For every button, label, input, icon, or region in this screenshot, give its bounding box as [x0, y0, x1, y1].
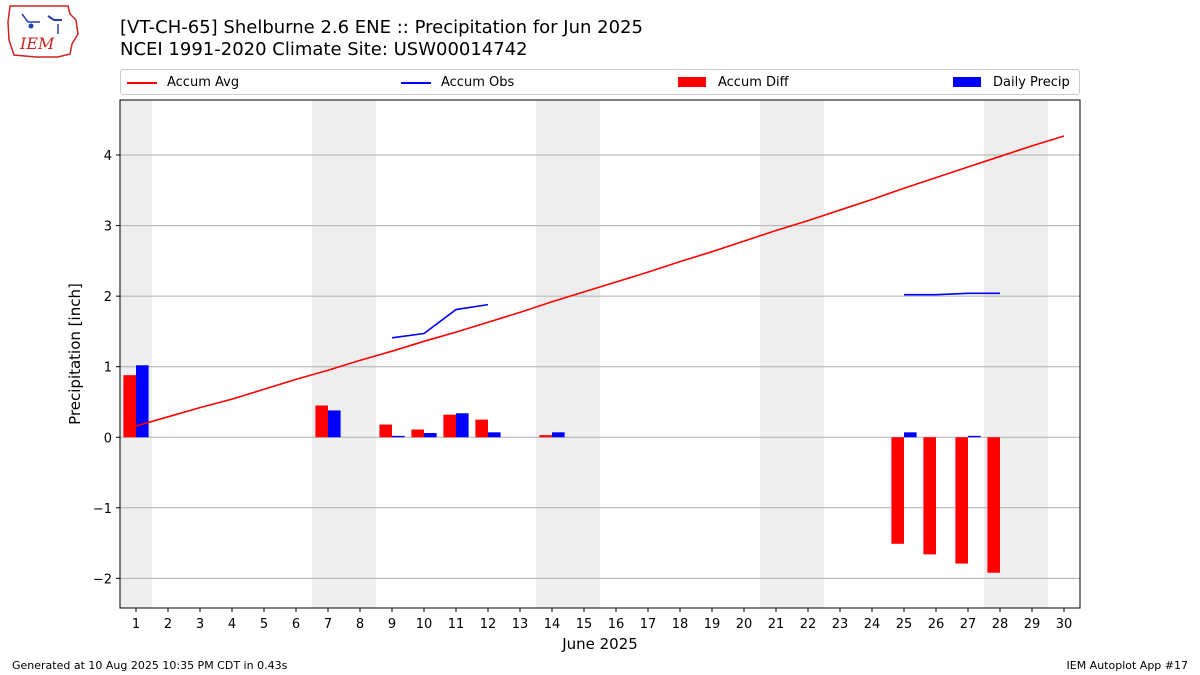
x-tick-label: 1	[132, 617, 140, 632]
x-tick-label: 9	[388, 617, 396, 632]
y-tick-label: 3	[104, 220, 112, 235]
x-tick-label: 11	[448, 617, 465, 632]
accum-diff-bar	[475, 419, 488, 438]
x-tick-label: 2	[164, 617, 172, 632]
accum-diff-bar	[411, 429, 424, 438]
x-axis-label: June 2025	[561, 635, 638, 653]
legend-label: Accum Diff	[718, 75, 789, 90]
accum-avg-line	[135, 135, 1065, 427]
weekend-shade	[760, 100, 824, 608]
x-tick-label: 7	[324, 617, 332, 632]
chart-legend: Accum Avg Accum Obs Accum Diff Daily Pre…	[120, 69, 1080, 95]
x-tick-label: 14	[544, 617, 561, 632]
x-tick-label: 16	[608, 617, 625, 632]
x-tick-label: 21	[768, 617, 785, 632]
accum-diff-bar	[539, 435, 552, 438]
x-tick-label: 12	[480, 617, 497, 632]
y-tick-label: 0	[104, 431, 112, 446]
x-tick-label: 17	[640, 617, 657, 632]
accum-obs-line	[904, 292, 1000, 296]
accum-diff-bar	[891, 437, 904, 544]
y-axis-label: Precipitation [inch]	[66, 283, 84, 425]
accum-diff-bar	[379, 424, 392, 438]
x-tick-label: 8	[356, 617, 364, 632]
chart-title: [VT-CH-65] Shelburne 2.6 ENE :: Precipit…	[120, 17, 643, 38]
weekend-shade	[312, 100, 376, 608]
legend-label: Daily Precip	[993, 75, 1070, 90]
legend-swatch	[678, 77, 706, 87]
daily-precip-bar	[424, 433, 437, 438]
x-tick-label: 28	[992, 617, 1009, 632]
x-tick-label: 3	[196, 617, 204, 632]
accum-diff-bar	[955, 437, 968, 564]
x-tick-label: 19	[704, 617, 721, 632]
y-tick-label: −1	[93, 502, 112, 517]
x-tick-label: 30	[1056, 617, 1073, 632]
x-tick-label: 23	[832, 617, 849, 632]
iem-logo: IEM	[7, 5, 79, 58]
accum-obs-line	[391, 303, 489, 339]
legend-label: Accum Obs	[441, 75, 515, 90]
x-tick-label: 15	[576, 617, 593, 632]
chart-subtitle: NCEI 1991-2020 Climate Site: USW00014742	[120, 39, 528, 60]
legend-swatch	[401, 82, 431, 84]
x-tick-label: 26	[928, 617, 945, 632]
daily-precip-bar	[904, 432, 917, 438]
x-tick-label: 20	[736, 617, 753, 632]
weekend-shade	[120, 100, 152, 608]
x-tick-label: 10	[416, 617, 433, 632]
accum-diff-bar	[315, 405, 328, 438]
daily-precip-bar	[488, 432, 501, 438]
accum-diff-bar	[987, 437, 1000, 573]
y-tick-label: 1	[104, 361, 112, 376]
app-credit: IEM Autoplot App #17	[1066, 659, 1189, 672]
x-tick-label: 4	[228, 617, 236, 632]
accum-diff-bar	[443, 414, 456, 438]
y-tick-label: −2	[93, 572, 112, 587]
y-tick-label: 2	[104, 290, 112, 305]
legend-swatch	[953, 77, 981, 87]
x-tick-label: 29	[1024, 617, 1041, 632]
x-tick-label: 22	[800, 617, 817, 632]
daily-precip-bar	[552, 432, 565, 438]
generated-note: Generated at 10 Aug 2025 10:35 PM CDT in…	[12, 659, 288, 672]
daily-precip-bar	[392, 435, 405, 438]
daily-precip-bar	[968, 435, 981, 438]
daily-precip-bar	[328, 410, 341, 438]
logo-text: IEM	[19, 34, 55, 53]
legend-swatch	[127, 82, 157, 84]
accum-diff-bar	[923, 437, 936, 555]
x-tick-label: 24	[864, 617, 881, 632]
accum-diff-bar	[123, 375, 136, 438]
legend-label: Accum Avg	[167, 75, 240, 90]
x-tick-label: 25	[896, 617, 913, 632]
x-tick-label: 13	[512, 617, 529, 632]
x-tick-label: 27	[960, 617, 977, 632]
plot-frame	[119, 99, 1081, 609]
daily-precip-bar	[456, 413, 469, 438]
weekend-shade	[536, 100, 600, 608]
x-tick-label: 6	[292, 617, 300, 632]
x-tick-label: 5	[260, 617, 268, 632]
y-tick-label: 4	[104, 149, 112, 164]
x-tick-label: 18	[672, 617, 689, 632]
daily-precip-bar	[136, 365, 149, 438]
